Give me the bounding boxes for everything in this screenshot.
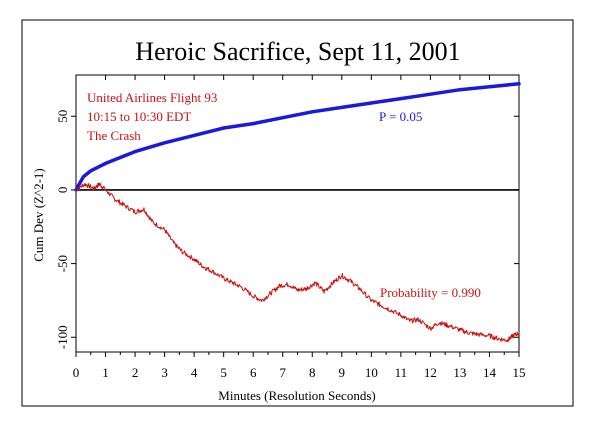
x-tick-label: 8: [309, 365, 316, 380]
x-tick-label: 0: [73, 365, 80, 380]
probability-label: Probability = 0.990: [380, 285, 481, 300]
cumulative-deviation-line: [75, 182, 520, 343]
event-label-time: 10:15 to 10:30 EDT: [87, 109, 191, 124]
x-tick-label: 6: [250, 365, 257, 380]
y-axis: 50 0 -50 -100: [55, 110, 519, 349]
x-axis-label: Minutes (Resolution Seconds): [218, 388, 375, 403]
x-tick-label: 3: [161, 365, 168, 380]
x-tick-label: 15: [513, 365, 526, 380]
y-tick-label: -50: [55, 255, 70, 272]
p-envelope-line: [74, 82, 521, 192]
p-value-label: P = 0.05: [379, 109, 422, 124]
y-tick-label: -100: [55, 325, 70, 349]
x-tick-label: 14: [483, 365, 497, 380]
event-label-crash: The Crash: [87, 128, 141, 143]
x-tick-label: 9: [339, 365, 346, 380]
x-tick-label: 7: [279, 365, 286, 380]
x-tick-label: 12: [424, 365, 437, 380]
y-tick-label: 0: [55, 187, 70, 194]
x-tick-label: 1: [102, 365, 109, 380]
chart-title: Heroic Sacrifice, Sept 11, 2001: [135, 37, 460, 66]
x-tick-label: 13: [453, 365, 466, 380]
series-layer: [74, 82, 521, 343]
y-tick-label: 50: [55, 110, 70, 123]
event-label-flight: United Airlines Flight 93: [87, 90, 217, 105]
x-tick-label: 11: [395, 365, 408, 380]
y-axis-label: Cum Dev (Z^2-1): [31, 168, 46, 261]
x-tick-label: 2: [132, 365, 139, 380]
x-tick-label: 10: [365, 365, 378, 380]
x-tick-label: 5: [220, 365, 227, 380]
x-axis: 0 1 2 3 4 5 6 7 8 9 10 11 12 13 14 15: [73, 75, 526, 380]
x-tick-label: 4: [191, 365, 198, 380]
outer-border: [21, 19, 574, 407]
